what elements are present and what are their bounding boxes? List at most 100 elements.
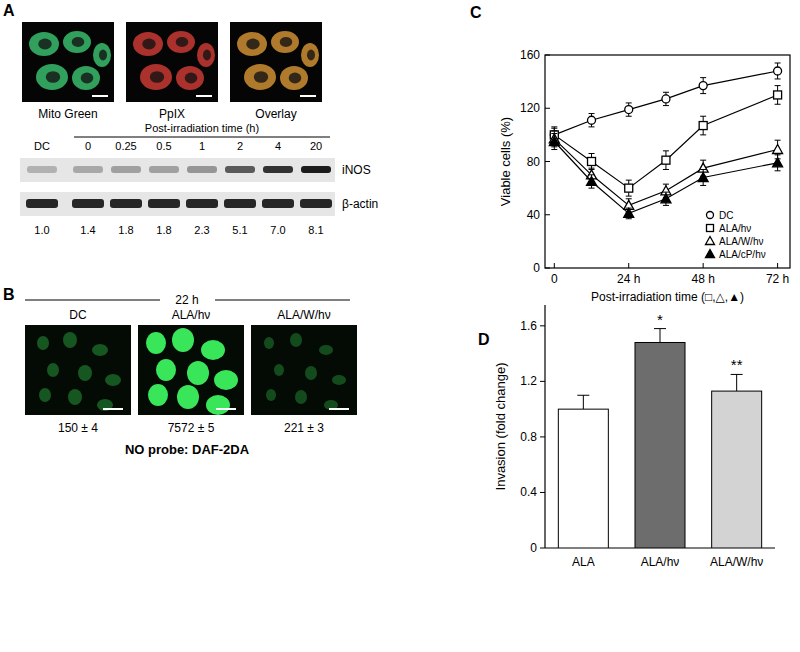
nucleus	[203, 50, 211, 61]
density-label: 2.3	[194, 224, 209, 236]
time-label: 22 h	[175, 293, 198, 307]
band-label: β-actin	[342, 197, 378, 211]
nucleus	[72, 37, 85, 47]
nucleus	[307, 50, 315, 61]
cell	[72, 66, 100, 90]
y-tick	[540, 325, 545, 326]
y-tick	[540, 548, 545, 549]
cell	[93, 43, 111, 67]
cell	[290, 333, 302, 347]
error-bar	[775, 86, 781, 105]
error-bar	[775, 63, 781, 79]
x-tick-label: 0	[551, 272, 558, 286]
error-cap	[654, 328, 666, 329]
image-background	[138, 325, 244, 415]
cell	[156, 359, 176, 381]
y-tick	[545, 161, 550, 162]
cell	[133, 32, 163, 56]
error-bar	[736, 374, 737, 391]
y-tick-label: 40	[527, 208, 541, 222]
scale-bar	[103, 408, 123, 410]
actin-band	[26, 199, 58, 208]
point	[587, 176, 597, 185]
error-bar	[700, 78, 706, 94]
probe-label: NO probe: DAF-2DA	[125, 442, 250, 457]
band-label: iNOS	[342, 163, 371, 177]
micrograph	[138, 325, 244, 415]
lane-label: 1	[199, 140, 205, 152]
cell	[266, 389, 276, 401]
actin-band	[72, 199, 104, 208]
series-line	[554, 142, 777, 214]
y-tick-label: 0.4	[520, 485, 537, 499]
legend-label: DC	[719, 210, 733, 221]
intensity-label: 7572 ± 5	[168, 421, 215, 435]
scale-bar	[329, 408, 349, 410]
intensity-label: 150 ± 4	[58, 421, 98, 435]
inos-band	[111, 166, 141, 173]
image-label: Mito Green	[38, 107, 97, 121]
legend-marker	[707, 225, 714, 232]
intensity-label: 221 ± 3	[284, 421, 324, 435]
legend-marker	[707, 212, 714, 219]
actin-band	[110, 199, 142, 208]
error-bar	[663, 92, 669, 105]
bar	[712, 391, 762, 548]
nucleus	[150, 71, 164, 83]
header-line	[215, 300, 350, 301]
lane-label: 0.25	[115, 140, 136, 152]
image-background	[230, 22, 322, 102]
error-cap	[731, 374, 743, 375]
y-tick	[540, 436, 545, 437]
lane-label: 20	[310, 140, 322, 152]
cell	[63, 332, 77, 348]
actin-band	[186, 199, 218, 208]
y-tick-label: 0	[533, 261, 540, 275]
legend-label: ALA/cP/hν	[719, 249, 766, 260]
x-tick-label: ALA/hν	[641, 555, 680, 569]
y-tick-label: 1.6	[520, 319, 537, 333]
inos-band	[187, 166, 217, 173]
y-tick-label: 1.2	[520, 374, 537, 388]
y-tick	[545, 214, 550, 215]
micrograph	[126, 22, 218, 102]
cell	[63, 31, 91, 53]
point	[699, 122, 707, 130]
series-line	[554, 71, 777, 135]
cell	[295, 390, 307, 404]
x-tick-label: 72 h	[766, 272, 789, 286]
cell	[36, 64, 68, 90]
lane-label: 4	[275, 140, 281, 152]
error-bar	[589, 114, 595, 127]
actin-band	[148, 199, 180, 208]
cell	[167, 31, 195, 53]
x-tick-label: 48 h	[691, 272, 714, 286]
nucleus	[46, 71, 60, 83]
point	[588, 116, 596, 124]
x-tick-label: ALA/W/hν	[710, 555, 763, 569]
header-line	[25, 300, 160, 301]
micrograph	[251, 325, 357, 415]
cell	[105, 374, 121, 386]
legend-label: ALA/hν	[719, 223, 751, 234]
scale-bar	[92, 95, 108, 97]
micrograph	[230, 22, 322, 102]
inos-band	[301, 166, 331, 173]
point	[549, 137, 559, 146]
significance: **	[731, 356, 743, 373]
point	[624, 208, 634, 217]
plot-area	[549, 63, 782, 219]
inos-band	[225, 166, 255, 173]
point	[774, 91, 782, 99]
cell	[172, 328, 194, 352]
actin-band	[262, 199, 294, 208]
cell	[201, 340, 225, 360]
density-label: 7.0	[270, 224, 285, 236]
panel-label: C	[470, 4, 482, 21]
nucleus	[99, 50, 107, 61]
blot-strip	[20, 158, 335, 182]
x-tick-label: ALA	[572, 555, 595, 569]
scale-bar	[216, 408, 236, 410]
cell	[305, 366, 317, 380]
plot-frame	[545, 55, 790, 268]
